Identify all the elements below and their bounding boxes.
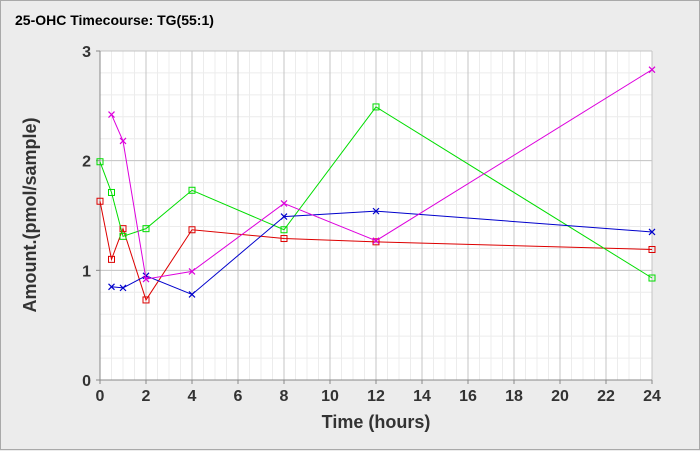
x-tick-label: 6 <box>234 388 243 405</box>
data-point <box>648 274 656 282</box>
data-point <box>142 296 150 304</box>
series-3 <box>108 207 656 298</box>
data-point <box>119 232 127 240</box>
data-point <box>280 226 288 234</box>
x-tick-label: 22 <box>597 388 615 405</box>
data-point <box>648 228 656 236</box>
x-tick-label: 20 <box>551 388 569 405</box>
data-point <box>108 283 115 291</box>
series-line <box>99 201 653 302</box>
y-axis-label: Amount.(pmol/sample) <box>20 117 40 312</box>
data-point <box>188 291 196 298</box>
data-point <box>108 255 115 263</box>
x-tick-label: 16 <box>459 388 477 405</box>
data-point <box>119 137 127 145</box>
data-point <box>96 158 104 166</box>
data-point <box>648 66 656 74</box>
x-tick-label: 10 <box>321 388 339 405</box>
axes <box>96 50 653 384</box>
chart-title: 25-OHC Timecourse: TG(55:1) <box>15 12 214 28</box>
x-tick-label: 2 <box>142 388 151 405</box>
x-axis-label: Time (hours) <box>322 412 431 432</box>
data-point <box>372 237 380 245</box>
series-1 <box>96 197 656 304</box>
data-point <box>188 268 196 275</box>
series-layer <box>96 66 656 304</box>
x-tick-label: 8 <box>280 388 289 405</box>
data-point <box>372 103 380 111</box>
data-point <box>142 225 150 233</box>
data-point <box>188 186 196 194</box>
data-point <box>119 225 127 233</box>
data-point <box>372 238 380 246</box>
data-point <box>108 111 115 119</box>
y-tick-labels: 0 1 2 3 <box>82 44 91 390</box>
x-tick-label: 12 <box>367 388 385 405</box>
x-tick-label: 14 <box>413 388 431 405</box>
data-point <box>188 226 196 234</box>
x-tick-label: 0 <box>96 388 105 405</box>
data-point <box>108 188 115 196</box>
x-tick-label: 24 <box>643 388 661 405</box>
series-2 <box>96 103 656 282</box>
data-point <box>280 200 288 207</box>
x-tick-label: 4 <box>188 388 197 405</box>
data-point <box>119 284 127 292</box>
data-point <box>96 197 104 205</box>
y-tick-label: 0 <box>82 373 91 390</box>
y-tick-label: 1 <box>82 263 91 280</box>
series-line <box>99 106 653 279</box>
data-point <box>648 245 656 253</box>
y-tick-label: 2 <box>82 154 91 171</box>
series-4 <box>108 66 656 283</box>
data-point <box>372 207 380 215</box>
data-point <box>280 213 288 221</box>
data-point <box>142 275 150 283</box>
y-tick-label: 3 <box>82 44 91 61</box>
data-point <box>280 235 288 243</box>
x-tick-label: 18 <box>505 388 523 405</box>
x-tick-labels: 0 2 4 6 8 10 12 14 16 18 20 22 24 <box>96 388 661 405</box>
